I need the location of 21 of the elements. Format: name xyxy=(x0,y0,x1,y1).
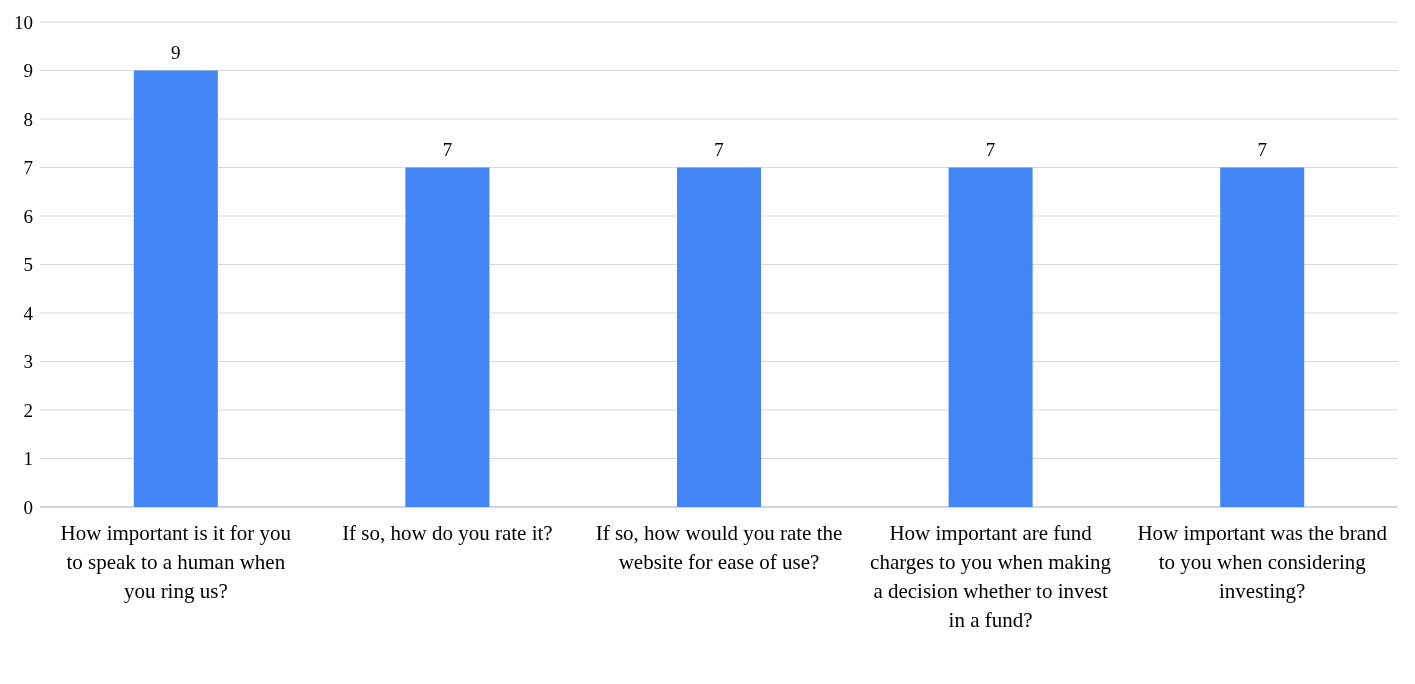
y-tick-label: 3 xyxy=(23,351,33,373)
y-tick-label: 10 xyxy=(14,11,33,33)
x-tick-label: How important are fund charges to you when making a decision whether to invest in a fund? xyxy=(870,521,1112,632)
y-tick-label: 0 xyxy=(23,496,33,518)
y-tick-label: 2 xyxy=(23,399,33,421)
y-tick-label: 6 xyxy=(23,205,33,227)
y-tick-label: 8 xyxy=(23,108,33,130)
data-label: 7 xyxy=(985,138,996,160)
y-tick-label: 5 xyxy=(23,254,33,276)
data-label: 7 xyxy=(442,138,453,160)
data-label: 7 xyxy=(1257,138,1267,160)
y-tick-label: 1 xyxy=(23,448,33,470)
y-tick-label: 9 xyxy=(23,60,33,82)
y-tick-label: 7 xyxy=(23,157,33,179)
data-label: 7 xyxy=(714,138,724,160)
x-tick-label: If so, how would you rate the website for ease of use? xyxy=(595,521,843,574)
y-tick-label: 4 xyxy=(23,302,34,324)
x-tick-label: How important was the brand to you when considering investing? xyxy=(1137,521,1388,603)
data-label: 9 xyxy=(171,41,181,63)
x-tick-label: How important is it for you to speak to a human when you ring us? xyxy=(60,521,292,603)
x-tick-label: If so, how do you rate it? xyxy=(342,521,553,545)
